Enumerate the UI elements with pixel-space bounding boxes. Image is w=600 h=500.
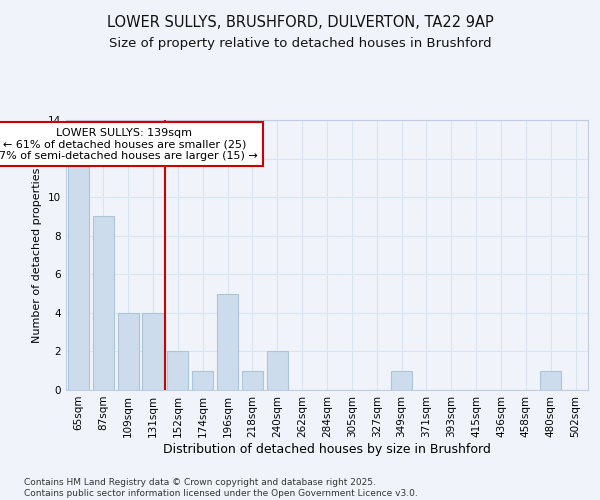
- Bar: [217, 294, 238, 390]
- Bar: [93, 216, 114, 390]
- Bar: [142, 313, 164, 390]
- Bar: [267, 352, 288, 390]
- Y-axis label: Number of detached properties: Number of detached properties: [32, 168, 43, 342]
- Text: Contains HM Land Registry data © Crown copyright and database right 2025.
Contai: Contains HM Land Registry data © Crown c…: [24, 478, 418, 498]
- Text: LOWER SULLYS, BRUSHFORD, DULVERTON, TA22 9AP: LOWER SULLYS, BRUSHFORD, DULVERTON, TA22…: [107, 15, 493, 30]
- Text: Size of property relative to detached houses in Brushford: Size of property relative to detached ho…: [109, 38, 491, 51]
- Bar: [118, 313, 139, 390]
- Bar: [540, 370, 561, 390]
- Bar: [167, 352, 188, 390]
- Bar: [192, 370, 213, 390]
- Text: LOWER SULLYS: 139sqm
← 61% of detached houses are smaller (25)
37% of semi-detac: LOWER SULLYS: 139sqm ← 61% of detached h…: [0, 128, 257, 161]
- Bar: [391, 370, 412, 390]
- X-axis label: Distribution of detached houses by size in Brushford: Distribution of detached houses by size …: [163, 442, 491, 456]
- Bar: [242, 370, 263, 390]
- Bar: [68, 158, 89, 390]
